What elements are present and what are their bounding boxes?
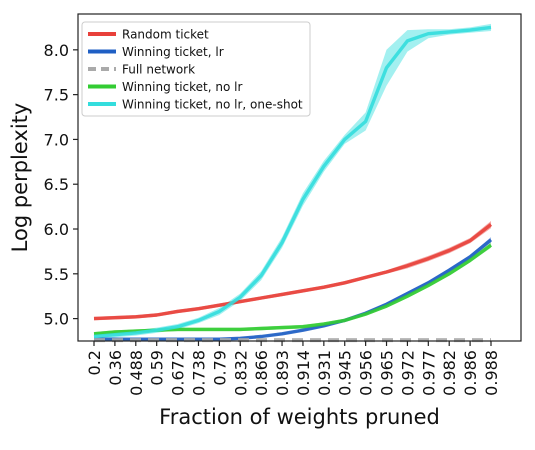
x-tick-label: 0.832 bbox=[231, 350, 250, 396]
x-tick-label: 0.36 bbox=[106, 350, 125, 386]
plot-frame bbox=[77, 13, 522, 342]
legend-box bbox=[81, 21, 311, 117]
y-tick-label: 5.0 bbox=[44, 310, 69, 329]
y-axis: 5.0 5.5 6.0 6.5 7.0 7.5 8.0 bbox=[44, 41, 78, 329]
x-tick-label: 0.945 bbox=[336, 350, 355, 396]
y-tick-label: 8.0 bbox=[44, 41, 69, 60]
y-tick-label: 5.5 bbox=[44, 265, 69, 284]
x-tick-label: 0.982 bbox=[440, 350, 459, 396]
series-band-0 bbox=[94, 221, 491, 321]
series-band-1 bbox=[94, 237, 491, 341]
x-tick-label: 0.893 bbox=[273, 350, 292, 396]
legend-label: Random ticket bbox=[122, 28, 209, 42]
x-axis: 0.2 0.36 0.488 0.59 0.672 0.738 0.79 0.832 0.866… bbox=[85, 341, 501, 396]
lines-layer bbox=[93, 25, 493, 343]
x-tick-label: 0.965 bbox=[378, 350, 397, 396]
series-line-4 bbox=[93, 25, 492, 339]
x-tick-label: 0.738 bbox=[189, 350, 208, 396]
y-tick-label: 6.0 bbox=[44, 220, 69, 239]
series-line-0 bbox=[93, 223, 493, 321]
series-line-1 bbox=[94, 238, 493, 341]
x-tick-label: 0.986 bbox=[461, 350, 480, 396]
x-tick-label: 0.488 bbox=[127, 350, 146, 396]
legend-label: Winning ticket, no lr bbox=[122, 80, 242, 94]
x-tick-label: 0.914 bbox=[294, 350, 313, 396]
y-tick-label: 7.5 bbox=[44, 86, 69, 105]
legend-label: Full network bbox=[122, 63, 195, 77]
x-tick-label: 0.972 bbox=[398, 350, 417, 396]
legend-label: Winning ticket, no lr, one-shot bbox=[122, 98, 303, 112]
x-tick-label: 0.59 bbox=[148, 350, 167, 386]
legend-label: Winning ticket, lr bbox=[122, 45, 224, 59]
x-tick-label: 0.79 bbox=[210, 350, 229, 386]
x-tick-label: 0.866 bbox=[252, 350, 271, 396]
y-axis-label: Log perplexity bbox=[8, 103, 32, 253]
x-tick-label: 0.672 bbox=[169, 350, 188, 396]
x-tick-label: 0.988 bbox=[482, 350, 501, 396]
x-tick-label: 0.931 bbox=[315, 350, 334, 396]
x-tick-label: 0.977 bbox=[419, 350, 438, 396]
y-tick-label: 6.5 bbox=[44, 175, 69, 194]
x-tick-label: 0.956 bbox=[357, 350, 376, 396]
x-tick-label: 0.2 bbox=[85, 350, 104, 375]
x-axis-label: Fraction of weights pruned bbox=[159, 405, 440, 429]
y-tick-label: 7.0 bbox=[44, 130, 69, 149]
legend: Random ticket Winning ticket, lr Full netw… bbox=[81, 21, 311, 117]
